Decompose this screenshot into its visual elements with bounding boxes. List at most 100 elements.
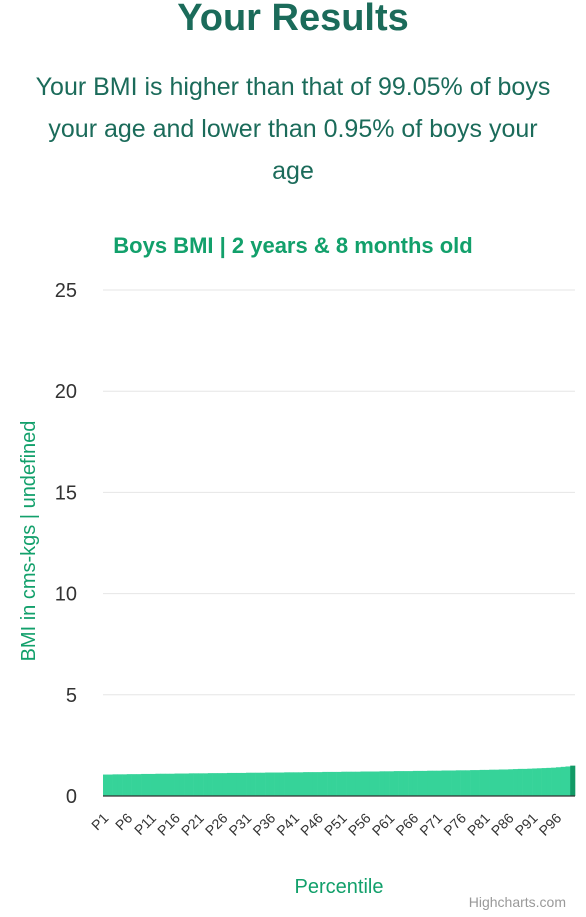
bar-p46[interactable] — [317, 772, 323, 796]
bar-p73[interactable] — [446, 770, 452, 797]
bar-p6[interactable] — [126, 774, 132, 796]
bar-p82[interactable] — [489, 769, 495, 796]
bar-p79[interactable] — [474, 770, 480, 796]
bar-p45[interactable] — [312, 772, 318, 796]
bar-p95[interactable] — [551, 767, 557, 796]
bar-p8[interactable] — [136, 774, 142, 796]
bar-p22[interactable] — [203, 773, 209, 796]
bar-p20[interactable] — [193, 773, 199, 796]
bar-p13[interactable] — [160, 773, 166, 796]
bar-p12[interactable] — [155, 773, 161, 796]
bar-p72[interactable] — [441, 770, 447, 797]
bar-p52[interactable] — [346, 771, 352, 796]
bar-p10[interactable] — [145, 773, 151, 796]
bar-p65[interactable] — [408, 771, 414, 796]
bar-p7[interactable] — [131, 774, 137, 796]
bar-p61[interactable] — [389, 771, 395, 796]
bar-p74[interactable] — [451, 770, 457, 797]
bar-p81[interactable] — [484, 769, 490, 796]
bar-p63[interactable] — [398, 771, 404, 796]
bar-p37[interactable] — [274, 772, 280, 796]
bar-p41[interactable] — [293, 772, 299, 796]
bar-p40[interactable] — [288, 772, 295, 796]
bar-p77[interactable] — [465, 770, 471, 796]
bar-p87[interactable] — [513, 769, 519, 796]
bar-p53[interactable] — [350, 771, 356, 796]
bar-p94[interactable] — [546, 767, 552, 796]
bar-p43[interactable] — [303, 772, 309, 796]
bar-p21[interactable] — [198, 773, 204, 796]
bar-p3[interactable] — [112, 774, 118, 796]
bar-p49[interactable] — [331, 771, 337, 796]
bar-p44[interactable] — [308, 772, 314, 796]
bar-p15[interactable] — [169, 773, 175, 796]
bar-p88[interactable] — [517, 768, 523, 796]
bar-p70[interactable] — [431, 770, 438, 796]
bar-p91[interactable] — [532, 768, 538, 796]
bar-p32[interactable] — [250, 772, 256, 796]
bar-p75[interactable] — [455, 770, 461, 796]
bar-p27[interactable] — [226, 772, 233, 796]
bar-p39[interactable] — [284, 772, 290, 796]
bar-p78[interactable] — [470, 770, 476, 796]
bar-p59[interactable] — [379, 771, 385, 796]
bar-p93[interactable] — [541, 768, 547, 796]
bar-p86[interactable] — [508, 769, 514, 796]
bar-p30[interactable] — [241, 772, 247, 796]
bar-p2[interactable] — [107, 774, 113, 796]
bar-p9[interactable] — [141, 773, 147, 796]
bar-p19[interactable] — [188, 773, 194, 796]
bar-p97[interactable] — [560, 766, 566, 796]
bar-p62[interactable] — [393, 771, 399, 796]
bar-p98[interactable] — [565, 766, 571, 796]
bar-p51[interactable] — [341, 771, 347, 796]
bar-p1[interactable] — [103, 774, 109, 796]
bar-p16[interactable] — [174, 773, 180, 796]
bar-p68[interactable] — [422, 770, 428, 796]
bar-p35[interactable] — [265, 772, 271, 796]
bar-p33[interactable] — [255, 772, 261, 796]
bar-p14[interactable] — [164, 773, 171, 796]
bar-p29[interactable] — [236, 772, 242, 796]
highcharts-credits[interactable]: Highcharts.com — [469, 894, 566, 910]
bar-p23[interactable] — [207, 773, 213, 796]
bar-p4[interactable] — [117, 774, 123, 796]
bar-p54[interactable] — [355, 771, 361, 796]
bar-p64[interactable] — [403, 771, 409, 796]
bar-p99[interactable] — [570, 765, 576, 796]
bar-p17[interactable] — [179, 773, 185, 796]
bar-p18[interactable] — [184, 773, 190, 796]
bar-p76[interactable] — [460, 770, 466, 796]
bar-p55[interactable] — [360, 771, 366, 796]
bar-p26[interactable] — [222, 773, 228, 796]
bar-p47[interactable] — [322, 771, 328, 796]
bar-p38[interactable] — [279, 772, 285, 796]
bar-p57[interactable] — [369, 771, 376, 796]
bar-p83[interactable] — [493, 769, 500, 796]
bar-p60[interactable] — [384, 771, 390, 796]
bar-p67[interactable] — [417, 770, 423, 796]
bar-p56[interactable] — [365, 771, 371, 796]
bar-p89[interactable] — [522, 768, 528, 796]
bar-p24[interactable] — [212, 773, 218, 796]
bar-p5[interactable] — [122, 774, 128, 796]
bar-p31[interactable] — [246, 772, 252, 796]
bar-p90[interactable] — [527, 768, 533, 796]
bar-p25[interactable] — [217, 773, 223, 796]
bar-p85[interactable] — [503, 769, 509, 796]
bar-p71[interactable] — [436, 770, 442, 796]
bar-series[interactable] — [103, 765, 576, 797]
bar-p84[interactable] — [498, 769, 504, 796]
bar-p69[interactable] — [427, 770, 433, 796]
bar-p36[interactable] — [269, 772, 275, 796]
bar-p50[interactable] — [336, 771, 342, 796]
bar-p11[interactable] — [150, 773, 156, 796]
bar-p42[interactable] — [298, 772, 304, 796]
bar-p58[interactable] — [374, 771, 380, 796]
bar-p92[interactable] — [536, 768, 542, 796]
bar-p48[interactable] — [327, 771, 333, 796]
bar-p34[interactable] — [260, 772, 266, 796]
bar-p66[interactable] — [412, 770, 418, 796]
bar-p28[interactable] — [231, 772, 237, 796]
bar-p96[interactable] — [555, 767, 561, 796]
